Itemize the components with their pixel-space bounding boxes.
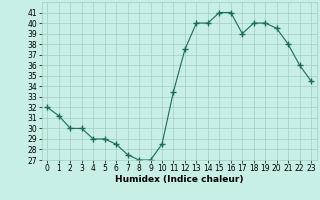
X-axis label: Humidex (Indice chaleur): Humidex (Indice chaleur) [115, 175, 244, 184]
